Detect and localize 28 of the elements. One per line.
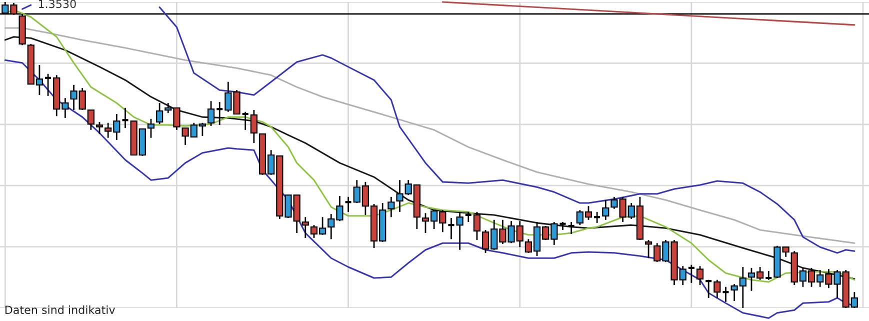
candlestick <box>473 211 481 241</box>
candlestick <box>44 73 52 97</box>
annotation: 1.3530 <box>38 0 76 8</box>
candlestick <box>156 102 164 125</box>
candlestick <box>464 211 472 223</box>
candlestick <box>602 199 610 221</box>
candlestick <box>456 211 464 251</box>
candlestick <box>704 279 713 299</box>
candlestick <box>147 118 155 139</box>
annotation: Daten sind indikativ <box>5 305 115 314</box>
candlestick <box>250 109 258 144</box>
candlestick <box>567 221 576 235</box>
candlestick <box>207 100 215 127</box>
candlestick <box>87 109 94 131</box>
candlestick <box>593 211 602 224</box>
candlestick <box>388 196 395 218</box>
candlestick <box>216 101 224 126</box>
candlestick <box>121 107 130 129</box>
candlestick <box>687 264 696 284</box>
candlestick <box>96 121 104 135</box>
candlestick <box>302 216 309 239</box>
candlestick <box>241 111 250 131</box>
candlestick <box>722 286 730 303</box>
candlestick <box>447 217 456 240</box>
candlestick <box>714 279 721 299</box>
candlestick <box>644 239 652 259</box>
candlestick <box>344 196 352 213</box>
candlestick <box>696 265 704 286</box>
